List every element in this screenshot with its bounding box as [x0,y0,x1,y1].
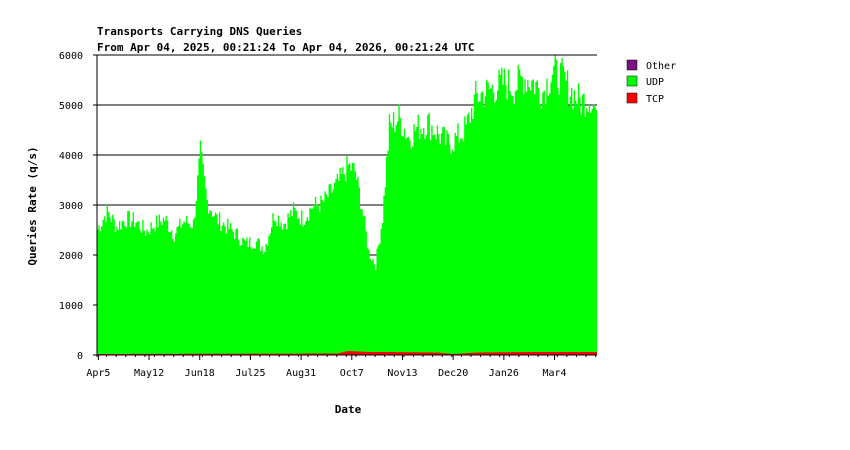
legend-item-other: Other [626,59,676,72]
legend: Other UDP TCP [626,59,676,105]
chart-title: Transports Carrying DNS Queries [97,25,302,38]
y-tick-label: 5000 [59,101,83,112]
x-tick-label: Jul25 [235,368,265,379]
y-tick-label: 6000 [59,51,83,62]
legend-swatch-udp [626,75,638,87]
y-tick-label: 3000 [59,201,83,212]
legend-swatch-tcp [626,92,638,104]
y-tick-labels: 0 1000 2000 3000 4000 5000 6000 [59,51,83,362]
x-tick-label: Jun18 [185,368,215,379]
x-tick-labels: Apr5 May12 Jun18 Jul25 Aug31 Oct7 Nov13 Dec20 Ja… [86,368,566,379]
x-tick-label: May12 [134,368,164,379]
y-axis-label: Queries Rate (q/s) [26,146,39,265]
y-tick-label: 0 [77,351,83,362]
legend-label-tcp: TCP [646,94,664,105]
series-tcp-area [97,351,597,355]
y-tick-label: 2000 [59,251,83,262]
chart-subtitle: From Apr 04, 2025, 00:21:24 To Apr 04, 2… [97,41,475,54]
legend-label-udp: UDP [646,77,664,88]
legend-label-other: Other [646,61,676,72]
x-tick-label: Apr5 [86,368,110,379]
x-tick-label: Aug31 [286,368,316,379]
x-tick-label: Jan26 [489,368,519,379]
axes [93,54,597,360]
x-tick-label: Nov13 [387,368,417,379]
x-tick-label: Oct7 [340,368,364,379]
y-tick-label: 4000 [59,151,83,162]
plot-area [97,55,597,356]
series-udp-area [97,55,597,356]
x-tick-label: Dec20 [438,368,468,379]
legend-item-tcp: TCP [626,92,664,105]
x-axis-label: Date [335,403,362,416]
y-tick-label: 1000 [59,301,83,312]
x-tick-label: Mar4 [542,368,566,379]
legend-item-udp: UDP [626,75,664,88]
legend-swatch-other [626,59,638,71]
